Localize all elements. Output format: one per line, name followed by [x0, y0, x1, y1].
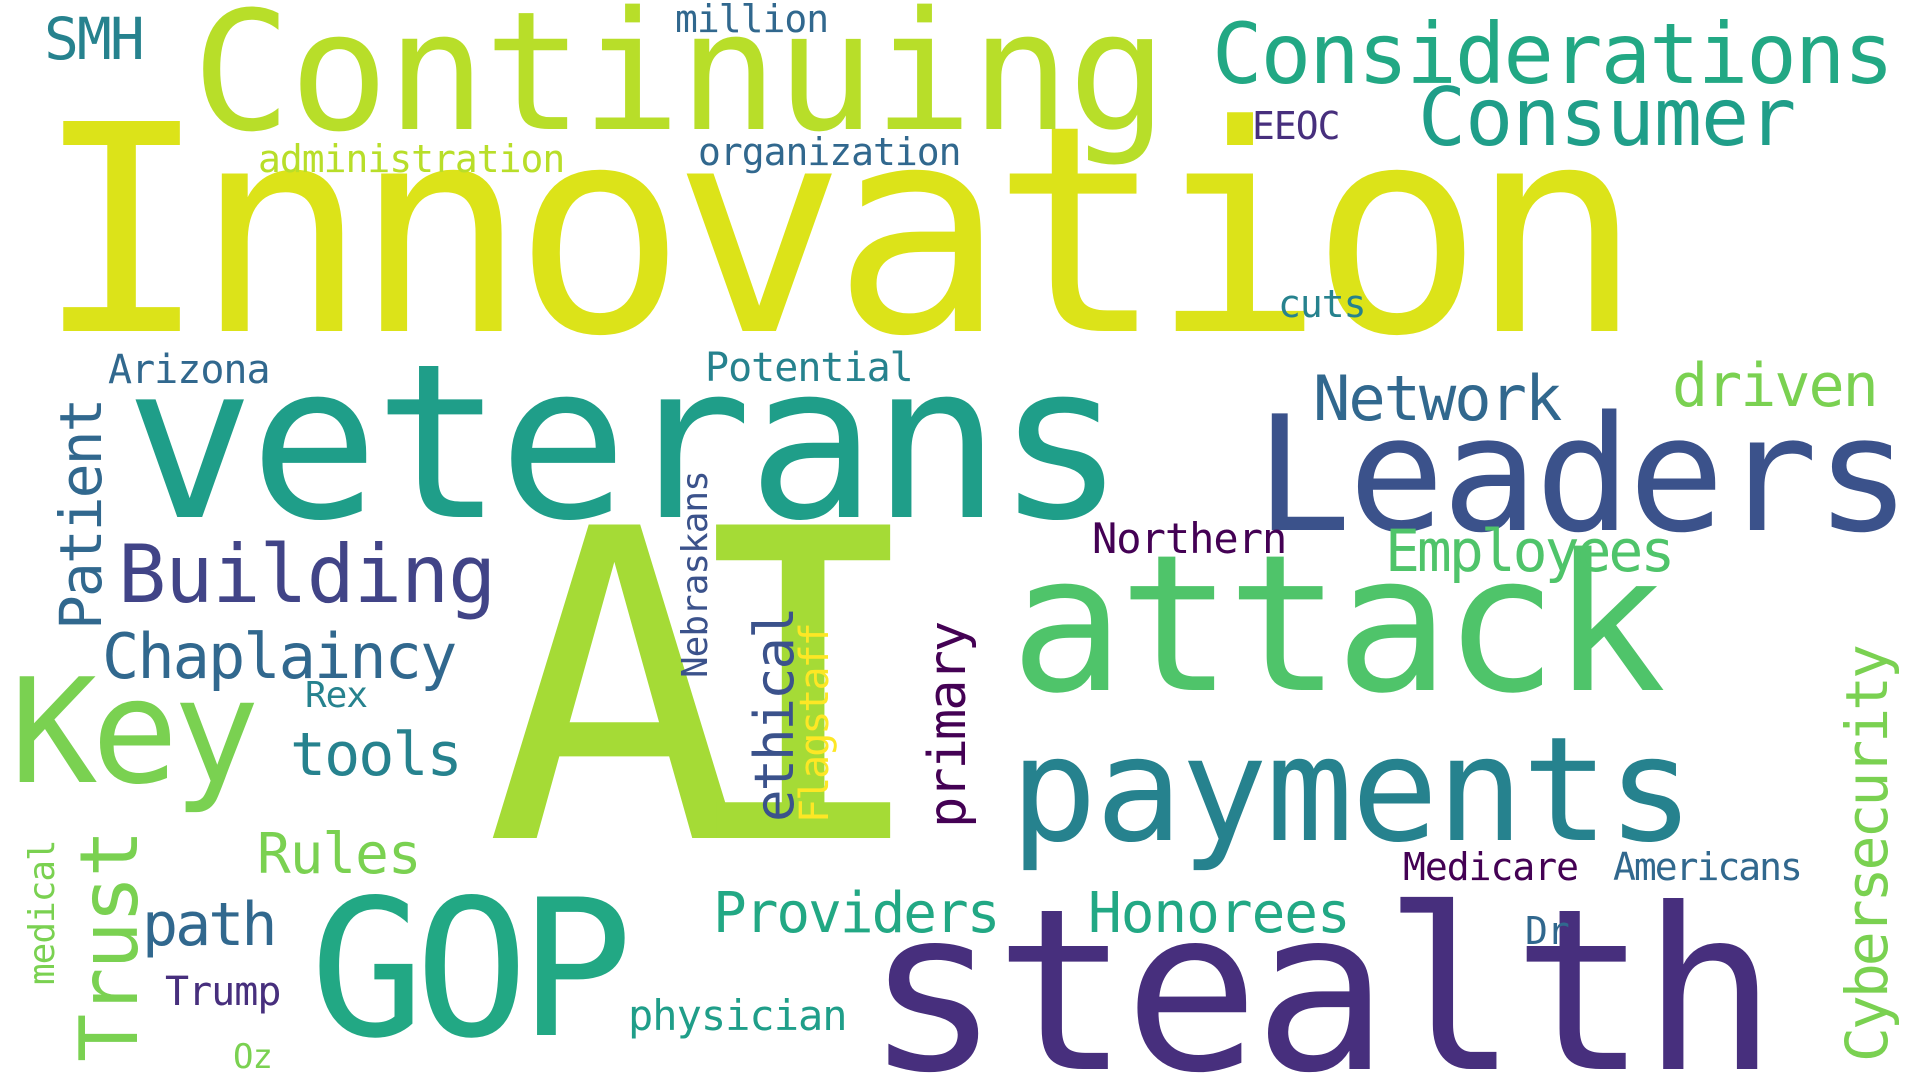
word-americans: Americans — [1613, 845, 1803, 889]
word-cybersecurity: Cybersecurity — [1833, 647, 1901, 1062]
word-attack: attack — [1010, 514, 1666, 735]
word-providers: Providers — [713, 881, 1000, 946]
word-potential: Potential — [705, 345, 914, 391]
word-northern: Northern — [1092, 514, 1287, 563]
word-rules: Rules — [257, 822, 422, 887]
word-oz: Oz — [233, 1037, 273, 1077]
word-cuts: cuts — [1278, 282, 1367, 326]
word-veterans: veterans — [125, 317, 1126, 568]
word-continuing: Continuing — [192, 0, 1167, 168]
word-ai: AI — [485, 440, 933, 940]
word-flagstaff: Flagstaff — [792, 624, 838, 823]
word-patient: Patient — [47, 399, 115, 630]
word-path: path — [142, 890, 277, 960]
word-building: Building — [118, 528, 496, 621]
word-primary: primary — [918, 622, 978, 828]
word-innovation: Innovation — [35, 64, 1643, 399]
word-payments: payments — [1010, 706, 1694, 875]
word-honorees: Honorees — [1088, 881, 1351, 946]
word-physician: physician — [628, 991, 848, 1040]
word-considerations: Considerations — [1212, 5, 1894, 103]
word-employees: Employees — [1385, 517, 1675, 585]
word-arizona: Arizona — [108, 347, 271, 393]
word-million: million — [675, 0, 829, 41]
word-tools: tools — [290, 720, 463, 790]
word-network: Network — [1313, 362, 1562, 435]
word-organization: organization — [698, 130, 962, 174]
word-gop: GOP — [310, 859, 633, 1080]
word-dr: Dr — [1525, 909, 1570, 953]
word-nebraskans: Nebraskans — [675, 471, 716, 678]
word-administration: administration — [258, 137, 565, 181]
word-driven: driven — [1672, 351, 1879, 421]
word-leaders: Leaders — [1255, 381, 1911, 568]
word-medicare: Medicare — [1403, 845, 1579, 889]
word-consumer: Consumer — [1418, 71, 1796, 164]
word-trump: Trump — [165, 969, 281, 1015]
word-chaplaincy: Chaplaincy — [102, 620, 457, 693]
word-key: Key — [10, 648, 260, 817]
word-eeoc: EEOC — [1252, 104, 1341, 148]
word-rex: Rex — [305, 675, 368, 716]
word-smh: SMH — [44, 5, 145, 73]
word-trust: Trust — [63, 831, 156, 1062]
word-medical: medical — [22, 840, 63, 985]
word-stealth: stealth — [865, 861, 1777, 1080]
